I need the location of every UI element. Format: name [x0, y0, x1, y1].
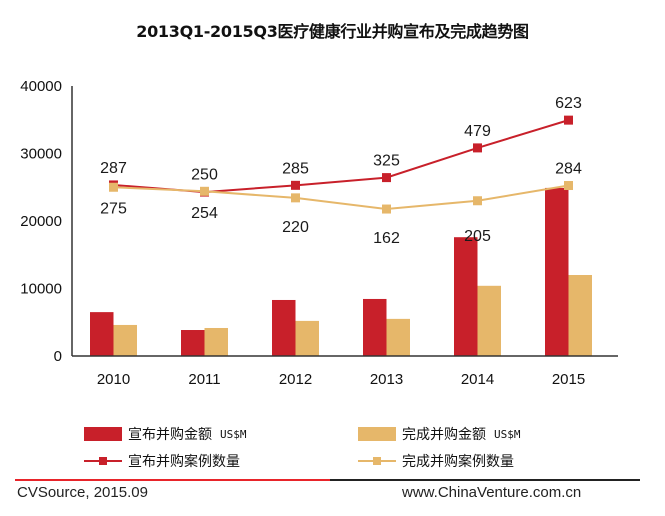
line-completed-count [113, 184, 569, 211]
marker-completed-2015 [564, 181, 573, 191]
y-tick-label: 0 [54, 348, 62, 365]
marker-completed-2013 [382, 204, 391, 214]
legend-unit-announced: US$M [220, 427, 247, 441]
footer-divider-red [15, 479, 330, 481]
data-label-completed-count: 220 [282, 219, 309, 236]
legend-announced-count: 宣布并购案例数量 [84, 451, 240, 471]
bar-announced-2010 [90, 312, 114, 356]
bar-completed-2010 [113, 324, 137, 356]
data-label-completed-count: 162 [373, 230, 400, 247]
legend-swatch-announced-count [84, 454, 122, 468]
y-tick-label: 40000 [20, 78, 62, 95]
bar-announced-2013 [363, 298, 387, 356]
legend-label-announced-count: 宣布并购案例数量 [128, 454, 240, 470]
data-label-completed-count: 254 [191, 205, 218, 222]
legend-swatch-completed-amount [358, 427, 396, 441]
website-link[interactable]: www.ChinaVenture.com.cn [402, 484, 582, 501]
bar-announced-2011 [181, 330, 205, 356]
data-label-announced-count: 623 [555, 95, 582, 112]
bar-completed-2014 [477, 285, 501, 356]
legend-swatch-announced-amount [84, 427, 122, 441]
bar-announced-2014 [454, 237, 478, 356]
x-tick-label: 2015 [552, 371, 585, 388]
marker-announced-2014 [473, 143, 482, 153]
y-tick-label: 20000 [20, 213, 62, 230]
chart-plot: 0 10000 20000 30000 40000 2010 2011 2012 2013 201… [20, 78, 618, 388]
legend-label-announced-amount: 宣布并购金额 [128, 427, 212, 443]
legend-swatch-completed-count [358, 454, 396, 468]
data-label-completed-count: 205 [464, 228, 491, 245]
y-tick-label: 30000 [20, 146, 62, 163]
source-note: CVSource, 2015.09 [17, 484, 148, 501]
x-tick-label: 2011 [188, 371, 220, 388]
legend-completed-amount: 完成并购金额 US$M [358, 424, 521, 444]
x-tick-label: 2010 [97, 371, 130, 388]
x-tick-label: 2014 [461, 371, 494, 388]
bar-announced-2012 [272, 299, 296, 356]
legend-label-completed-count: 完成并购案例数量 [402, 454, 514, 470]
legend-completed-count: 完成并购案例数量 [358, 451, 514, 471]
marker-announced-2012 [291, 180, 300, 190]
chart-title: 2013Q1-2015Q3医疗健康行业并购宣布及完成趋势图 [136, 22, 529, 41]
data-label-announced-count: 250 [191, 166, 218, 183]
data-label-announced-count: 325 [373, 153, 400, 170]
legend-label-completed-amount: 完成并购金额 [402, 427, 486, 443]
footer-divider-black [330, 479, 640, 481]
bar-completed-2012 [295, 320, 319, 356]
legend-unit-completed: US$M [494, 427, 521, 441]
marker-completed-2010 [109, 182, 118, 192]
bar-announced-2015 [545, 187, 569, 356]
bar-completed-2011 [204, 327, 228, 356]
marker-announced-2015 [564, 115, 573, 125]
x-tick-label: 2012 [279, 371, 312, 388]
legend-announced-amount: 宣布并购金额 US$M [84, 424, 247, 444]
data-label-completed-count: 284 [555, 161, 582, 178]
marker-completed-2014 [473, 196, 482, 206]
data-label-completed-count: 275 [100, 200, 127, 217]
marker-completed-2012 [291, 193, 300, 203]
data-label-announced-count: 287 [100, 160, 127, 177]
data-label-announced-count: 479 [464, 123, 491, 140]
bar-completed-2015 [568, 275, 592, 356]
bar-completed-2013 [386, 318, 410, 356]
line-announced-count [113, 119, 569, 194]
x-tick-label: 2013 [370, 371, 403, 388]
data-label-announced-count: 285 [282, 160, 309, 177]
y-tick-label: 10000 [20, 281, 62, 298]
marker-announced-2013 [382, 173, 391, 183]
marker-completed-2011 [200, 186, 209, 196]
